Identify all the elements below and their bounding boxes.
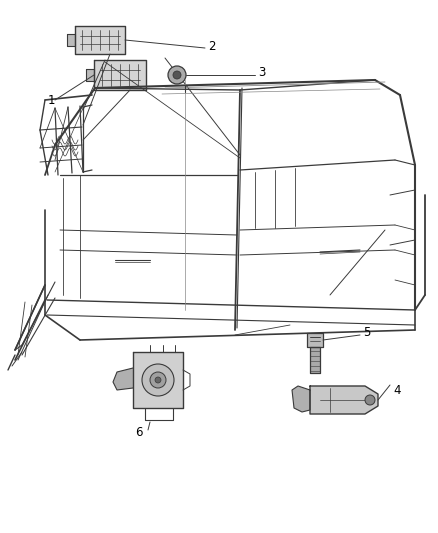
Polygon shape bbox=[292, 386, 310, 412]
Circle shape bbox=[168, 66, 186, 84]
Text: 5: 5 bbox=[363, 327, 371, 340]
Circle shape bbox=[155, 377, 161, 383]
Polygon shape bbox=[307, 333, 323, 347]
Text: 1: 1 bbox=[47, 93, 55, 107]
Polygon shape bbox=[86, 69, 94, 81]
Text: 4: 4 bbox=[393, 384, 400, 397]
Text: 3: 3 bbox=[258, 67, 265, 79]
Text: 6: 6 bbox=[135, 425, 143, 439]
Polygon shape bbox=[75, 26, 125, 54]
Polygon shape bbox=[310, 386, 378, 414]
Polygon shape bbox=[94, 60, 146, 90]
Polygon shape bbox=[133, 352, 183, 408]
Polygon shape bbox=[67, 34, 75, 46]
Polygon shape bbox=[310, 347, 320, 373]
Polygon shape bbox=[113, 368, 133, 390]
Circle shape bbox=[365, 395, 375, 405]
Circle shape bbox=[173, 71, 181, 79]
Circle shape bbox=[142, 364, 174, 396]
Circle shape bbox=[150, 372, 166, 388]
Text: 2: 2 bbox=[208, 39, 215, 52]
